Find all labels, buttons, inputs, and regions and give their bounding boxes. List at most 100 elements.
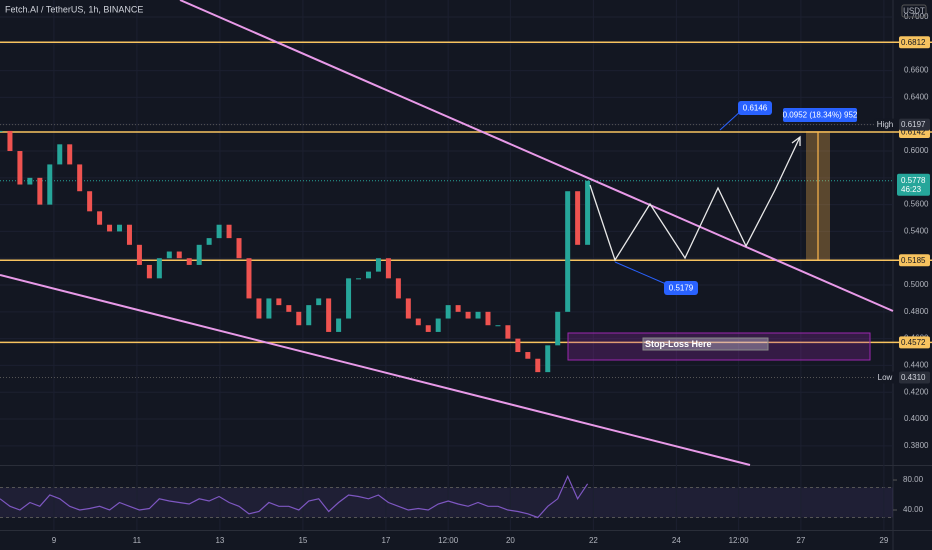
candle <box>57 144 63 165</box>
candle <box>276 298 282 306</box>
rsi-band <box>0 487 893 518</box>
candle <box>146 264 152 279</box>
y-tick-label: 0.5400 <box>904 227 929 236</box>
axes: 0.38000.40000.42000.44000.46000.48000.50… <box>52 12 930 545</box>
y-tick-label: 0.6000 <box>904 146 929 155</box>
last-price-box <box>897 173 930 196</box>
y-tick-label: 0.4800 <box>904 307 929 316</box>
currency-box <box>901 4 927 18</box>
candle <box>0 130 3 132</box>
high-box <box>899 118 930 131</box>
candle <box>17 151 23 185</box>
candle <box>37 177 43 205</box>
trend-line-lower <box>0 274 751 466</box>
candle <box>117 224 123 232</box>
low-tag-box <box>874 371 897 384</box>
candle <box>266 298 272 319</box>
x-tick-label: 15 <box>298 536 307 545</box>
y-tick-label: 0.4400 <box>904 361 929 370</box>
candle <box>385 258 391 279</box>
candle <box>47 164 53 205</box>
candle <box>435 318 441 332</box>
x-tick-label: 13 <box>215 536 224 545</box>
candle <box>306 305 312 326</box>
x-tick-label: 12:00 <box>438 536 459 545</box>
grid <box>0 0 893 530</box>
candle <box>87 191 93 212</box>
measure-label-box <box>783 108 857 122</box>
candle <box>236 238 242 259</box>
low-tag: Low <box>878 373 893 382</box>
candle <box>336 318 342 332</box>
candle <box>186 258 192 265</box>
projection-arrow <box>791 135 801 146</box>
candle <box>475 311 481 319</box>
y-tick-label: 0.5600 <box>904 200 929 209</box>
candle <box>97 211 103 225</box>
rsi-tick-label: 40.00 <box>903 505 924 514</box>
y-tick-label: 0.3800 <box>904 441 929 450</box>
x-tick-label: 12:00 <box>729 536 750 545</box>
candle <box>67 144 73 165</box>
candle <box>395 278 401 299</box>
last-price: 0.5778 <box>901 176 926 185</box>
candle <box>455 305 461 312</box>
x-tick-label: 24 <box>672 536 681 545</box>
level-label-box <box>899 336 930 349</box>
candle <box>296 311 302 326</box>
callout-line <box>614 261 667 285</box>
stop-loss-label-box <box>642 337 769 351</box>
candle <box>445 305 451 319</box>
y-tick-label: 0.4200 <box>904 387 929 396</box>
candle <box>415 318 421 326</box>
candle <box>425 325 431 332</box>
candle <box>156 258 162 279</box>
y-tick-label: 0.5000 <box>904 280 929 289</box>
candle <box>356 278 362 280</box>
rsi-pane <box>0 474 897 519</box>
level-label: 0.6142 <box>901 128 926 137</box>
candle <box>136 244 142 265</box>
callout-box <box>664 281 698 295</box>
levels <box>0 41 932 378</box>
level-label: 0.5185 <box>901 256 926 265</box>
candle <box>27 177 33 185</box>
candle <box>485 311 491 326</box>
level-label-box <box>899 254 930 267</box>
candle <box>126 224 132 245</box>
candle <box>405 298 411 319</box>
candle <box>585 180 591 245</box>
candle <box>515 338 521 353</box>
high-value: 0.6197 <box>901 120 926 129</box>
candle <box>226 224 232 239</box>
x-tick-label: 11 <box>133 536 142 545</box>
candle <box>495 325 501 327</box>
target-callout: 0.6146 <box>743 104 768 113</box>
candle <box>545 345 551 373</box>
x-tick-label: 29 <box>879 536 888 545</box>
rsi-line <box>0 474 589 519</box>
candles <box>0 130 591 373</box>
countdown: 46:23 <box>901 185 922 194</box>
projection-path <box>589 136 801 262</box>
x-tick-label: 27 <box>796 536 805 545</box>
candle <box>107 224 113 232</box>
candle <box>7 130 13 152</box>
chart-title: Fetch.AI / TetherUS, 1h, BINANCE <box>5 4 143 14</box>
y-tick-label: 0.6400 <box>904 93 929 102</box>
candle <box>216 224 222 239</box>
y-tick-label: 0.4000 <box>904 414 929 423</box>
x-tick-label: 17 <box>381 536 390 545</box>
candle <box>246 258 252 299</box>
candle <box>286 305 292 312</box>
candle <box>575 191 581 245</box>
level-label: 0.6812 <box>901 38 926 47</box>
candle <box>565 191 571 312</box>
candle <box>326 298 332 332</box>
x-tick-label: 22 <box>589 536 598 545</box>
trend-line-upper <box>179 0 894 312</box>
currency: USDT <box>903 7 925 16</box>
x-tick-label: 20 <box>506 536 515 545</box>
